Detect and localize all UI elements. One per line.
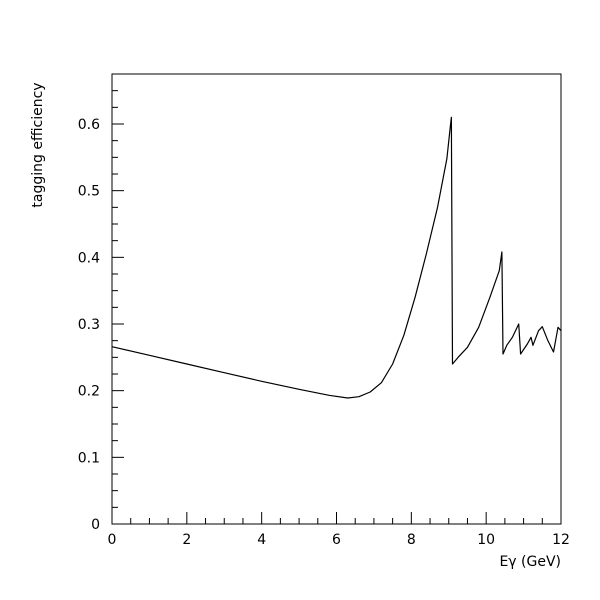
x-tick-label: 2 xyxy=(182,532,191,548)
y-axis-title: tagging efficiency xyxy=(30,82,46,207)
x-tick-label: 12 xyxy=(552,532,570,548)
x-axis-title: Eγ (GeV) xyxy=(499,554,561,570)
x-tick-label: 8 xyxy=(407,532,416,548)
x-tick-label: 6 xyxy=(332,532,341,548)
x-tick-label: 4 xyxy=(257,532,266,548)
x-tick-label: 0 xyxy=(108,532,117,548)
x-tick-label: 10 xyxy=(477,532,495,548)
x-axis: 0 2 4 6 8 10 12 xyxy=(108,512,570,548)
y-tick-label: 0.2 xyxy=(78,384,100,400)
y-tick-label: 0.6 xyxy=(78,117,100,133)
y-tick-label: 0.1 xyxy=(78,450,100,466)
efficiency-line xyxy=(111,116,562,399)
y-tick-label: 0.4 xyxy=(78,250,100,266)
y-axis: 0 0.1 0.2 0.3 0.4 0.5 0.6 xyxy=(78,90,124,533)
y-tick-label: 0 xyxy=(91,517,100,533)
y-tick-label: 0.5 xyxy=(78,184,100,200)
y-tick-label: 0.3 xyxy=(78,317,100,333)
plot-frame xyxy=(111,73,562,525)
